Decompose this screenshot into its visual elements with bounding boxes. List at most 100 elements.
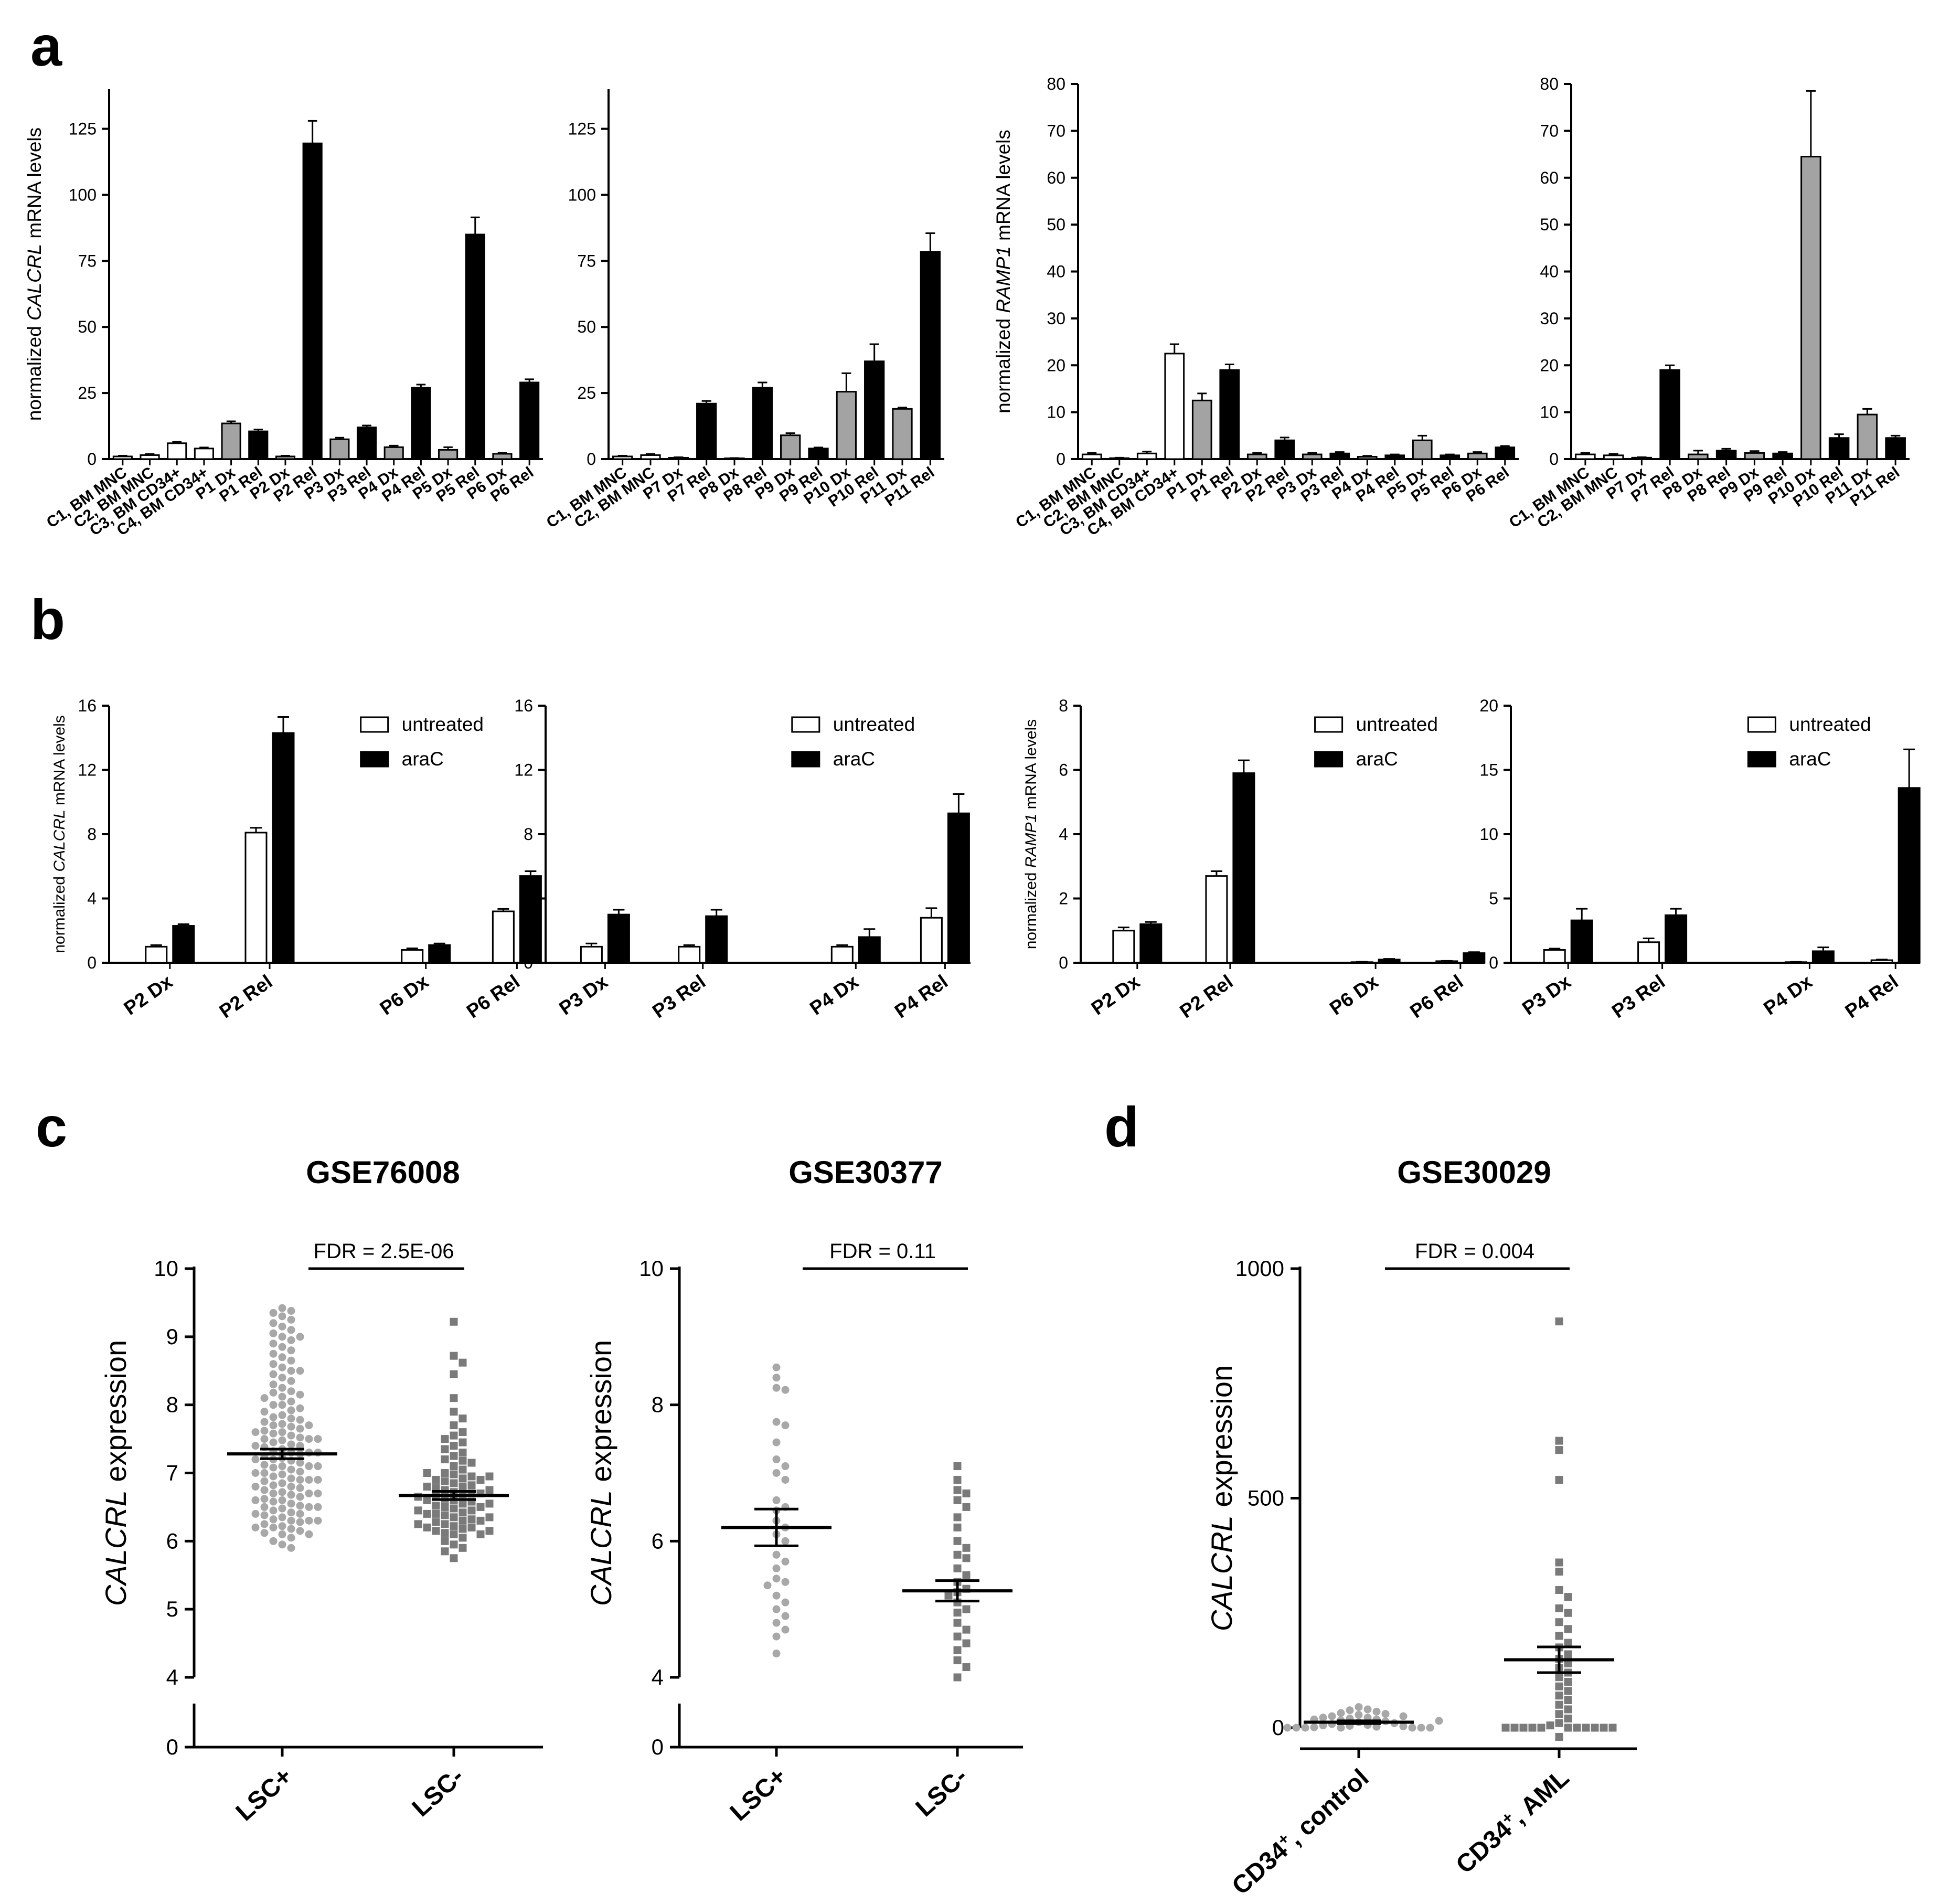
c1-point-0-97 — [260, 1511, 269, 1519]
c1-point-0-133 — [314, 1489, 322, 1497]
b2-y-tick-label-4: 16 — [514, 696, 533, 715]
c1-point-0-102 — [260, 1520, 269, 1528]
b2-legend-label-1: araC — [833, 748, 875, 770]
c2-x-tick-label-1: LSC- — [911, 1762, 973, 1822]
c1-point-1-74 — [485, 1486, 494, 1494]
c1-point-1-13 — [441, 1445, 449, 1453]
c1-point-0-35 — [296, 1404, 304, 1412]
b4-bar-1-1 — [1665, 914, 1688, 964]
a4-y-tick-label-8: 80 — [1540, 75, 1559, 93]
c1-point-0-94 — [269, 1506, 278, 1515]
c1-point-0-108 — [278, 1530, 286, 1538]
b4-legend-swatch-0 — [1747, 716, 1776, 733]
c1-point-1-42 — [450, 1504, 458, 1513]
a1-y-tick-label-1: 25 — [78, 384, 97, 402]
c1-y-tick-label-1: 5 — [166, 1597, 178, 1621]
c1-x-tick-label-1-part-0: LSC- — [407, 1762, 470, 1822]
b2-bar-3-1 — [947, 812, 970, 964]
c2-point-0-5 — [781, 1421, 790, 1430]
c1-y-label-part-1: expression — [99, 1340, 132, 1490]
c1-point-0-31 — [260, 1394, 269, 1402]
c2-point-0-21 — [772, 1575, 781, 1583]
c1-point-0-85 — [287, 1491, 295, 1499]
c2-point-0-29 — [781, 1625, 790, 1634]
c2-y-label-part-1: expression — [584, 1340, 617, 1490]
c2-point-1-22 — [962, 1625, 971, 1634]
a3-bar-0 — [1081, 453, 1102, 460]
c1-point-0-105 — [287, 1525, 295, 1533]
c2-point-0-10 — [781, 1475, 790, 1484]
d1-y-tick-label-2: 1000 — [1235, 1256, 1284, 1281]
c1-point-0-122 — [251, 1455, 260, 1464]
c1-y-tick-label-4: 8 — [166, 1392, 178, 1417]
c2-point-0-22 — [781, 1578, 790, 1586]
c1-point-1-28 — [467, 1481, 476, 1490]
c1-point-0-129 — [314, 1435, 322, 1443]
c1-point-0-29 — [296, 1390, 304, 1399]
a1-bar-4 — [221, 422, 241, 460]
b1-bar-2-1 — [428, 944, 451, 964]
a1-y-tick-label-4: 100 — [69, 185, 97, 204]
b2-x-tick-label-2: P4 Dx — [806, 971, 862, 1019]
c1-point-0-28 — [269, 1388, 278, 1397]
a2-y-tick-label-3: 75 — [577, 251, 596, 270]
a3-bar-15 — [1495, 446, 1516, 460]
d1-point-1-10 — [1555, 1618, 1563, 1626]
c1-point-0-87 — [260, 1495, 269, 1503]
c1-point-0-13 — [278, 1343, 286, 1351]
d1-point-1-1 — [1555, 1437, 1563, 1445]
d1-point-1-4 — [1555, 1558, 1563, 1567]
c2-point-1-9 — [962, 1544, 971, 1552]
c2-point-1-20 — [953, 1609, 962, 1617]
c1-point-1-17 — [459, 1456, 467, 1465]
a3-y-label: normalized RAMP1 mRNA levels — [993, 130, 1014, 413]
c1-point-0-109 — [287, 1534, 295, 1542]
d1-point-1-12 — [1555, 1632, 1563, 1640]
d1-point-0-32 — [1399, 1712, 1408, 1720]
c1-y-label-part-0: CALCRL — [99, 1490, 132, 1606]
c1-point-1-47 — [450, 1513, 458, 1522]
a4-bar-10 — [1857, 413, 1878, 460]
a3-bar-4 — [1191, 399, 1212, 460]
b1-bar-3-0 — [492, 910, 515, 964]
a1-bar-0 — [112, 455, 133, 460]
a3-bar-2 — [1136, 452, 1157, 460]
c1-point-0-55 — [287, 1440, 295, 1449]
c1-point-1-66 — [476, 1503, 485, 1511]
a3-bar-11 — [1384, 454, 1405, 460]
c1-point-0-91 — [296, 1502, 304, 1510]
a2-bar-1 — [640, 454, 661, 460]
a4-y-tick-label-0: 0 — [1549, 450, 1559, 469]
c1-y-label: CALCRL expression — [99, 1340, 132, 1606]
a2-bar-6 — [780, 434, 801, 460]
c1-point-1-23 — [467, 1472, 476, 1481]
d1-point-0-6 — [1355, 1711, 1363, 1719]
b2-y-tick-label-1: 4 — [524, 889, 533, 908]
d1-point-1-17 — [1564, 1660, 1572, 1667]
d1-point-1-28 — [1555, 1710, 1563, 1718]
d1-point-1-32 — [1564, 1724, 1572, 1732]
c1-point-1-56 — [441, 1529, 449, 1537]
d1-point-1-0 — [1555, 1317, 1563, 1326]
a3-bar-14 — [1467, 452, 1488, 460]
c1-point-0-54 — [269, 1438, 278, 1446]
b3-x-tick-label-2: P6 Dx — [1326, 971, 1382, 1019]
b3-legend-label-0: untreated — [1356, 714, 1438, 735]
a1-bar-1 — [140, 454, 160, 460]
c1-point-0-113 — [305, 1435, 313, 1443]
b3-y-label-part-0: normalized — [1022, 868, 1040, 949]
c1-point-0-103 — [278, 1522, 286, 1530]
c1-point-1-12 — [450, 1442, 458, 1450]
d1-point-1-39 — [1600, 1724, 1608, 1732]
d1-point-1-27 — [1564, 1705, 1572, 1714]
a1-bar-14 — [492, 453, 513, 460]
c1-point-1-62 — [441, 1547, 449, 1556]
d1-point-0-25 — [1417, 1724, 1425, 1732]
a4-bar-1 — [1603, 454, 1624, 460]
b3-bar-0-0 — [1112, 930, 1135, 964]
c1-point-0-72 — [260, 1469, 269, 1477]
c1-point-0-50 — [287, 1431, 295, 1440]
d1-point-0-7 — [1328, 1712, 1336, 1720]
a3-y-tick-label-3: 30 — [1047, 309, 1065, 328]
